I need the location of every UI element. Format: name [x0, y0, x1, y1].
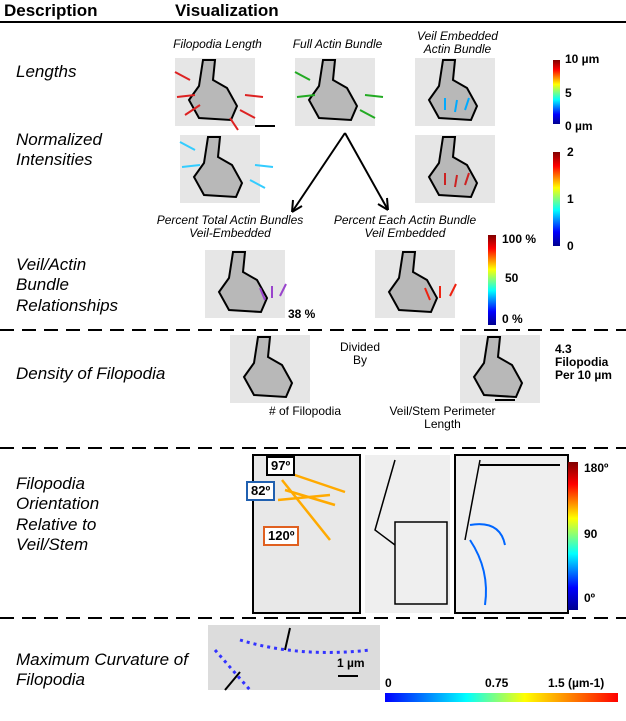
scale-label: 1 µm	[337, 657, 365, 670]
colorbar-label: 1	[567, 193, 574, 206]
header-description: Description	[4, 2, 98, 21]
panel-label: Percent Total Actin Bundles Veil-Embedde…	[145, 214, 315, 240]
panel-label: Veil/Stem Perimeter Length	[380, 405, 505, 431]
annotation: 38 %	[288, 308, 315, 321]
header-visualization: Visualization	[175, 2, 279, 21]
panel-label: Full Actin Bundle	[285, 38, 390, 51]
colorbar-label: 5	[565, 87, 572, 100]
angle-label: 120º	[263, 526, 299, 546]
page: Description Visualization Lengths Filopo…	[0, 0, 626, 721]
colorbar-label: 0	[567, 240, 574, 253]
panel-label: Divided By	[335, 341, 385, 367]
row-description: Density of Filopodia	[16, 364, 165, 384]
colorbar-label: 0.75	[485, 677, 508, 690]
colorbar-label: 0 µm	[565, 120, 593, 133]
colorbar-label: 10 µm	[565, 53, 599, 66]
colorbar-label: 0 %	[502, 313, 523, 326]
angle-label: 97º	[266, 456, 295, 476]
row-description: Normalized Intensities	[16, 130, 156, 171]
colorbar-label: 0º	[584, 592, 595, 605]
row-description: Filopodia Orientation Relative to Veil/S…	[16, 474, 156, 556]
row-description: Veil/Actin Bundle Relationships	[16, 255, 126, 316]
row-description: Lengths	[16, 62, 77, 82]
angle-label: 82º	[246, 481, 275, 501]
panel-label: # of Filopodia	[250, 405, 360, 418]
micrographs	[175, 58, 568, 690]
colorbar-label: 180º	[584, 462, 608, 475]
colorbar-label: 100 %	[502, 233, 536, 246]
row-description: Maximum Curvature of Filopodia	[16, 650, 196, 691]
panel-label: Percent Each Actin Bundle Veil Embedded	[325, 214, 485, 240]
colorbar-label: 90	[584, 528, 597, 541]
figure-graphics	[0, 0, 626, 721]
colorbar-label: 2	[567, 146, 574, 159]
panel-label: Filopodia Length	[165, 38, 270, 51]
annotation: 4.3 Filopodia Per 10 µm	[555, 343, 620, 383]
colorbar-label: 50	[505, 272, 518, 285]
colorbar-label: 0	[385, 677, 392, 690]
panel-label: Veil Embedded Actin Bundle	[410, 30, 505, 56]
colorbar-label: 1.5 (µm-1)	[548, 677, 604, 690]
